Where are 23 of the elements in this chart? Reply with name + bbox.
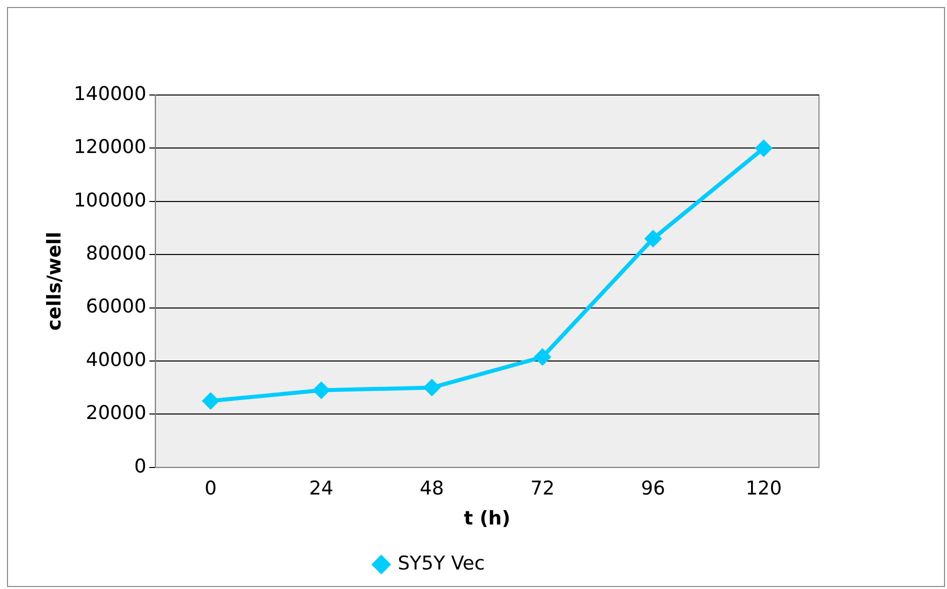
x-tick-label: 24	[309, 478, 334, 500]
y-tick-label: 140000	[74, 82, 146, 105]
point	[756, 140, 772, 156]
y-axis-title: cells/well	[43, 232, 66, 331]
x-tick-label: 72	[530, 478, 555, 500]
x-axis-title: t (h)	[464, 508, 510, 530]
y-tick-label: 80000	[86, 242, 146, 265]
x-tick-label: 120	[746, 478, 782, 500]
y-tick-label: 0	[134, 455, 146, 478]
legend-label: SY5Y Vec	[398, 552, 485, 574]
x-tick-label: 48	[420, 478, 444, 500]
y-tick-label: 20000	[86, 402, 146, 424]
point	[424, 380, 440, 396]
y-tick-label: 120000	[74, 136, 146, 158]
y-tick-label: 40000	[86, 348, 146, 371]
point	[313, 382, 330, 398]
y-tick-label: 100000	[74, 189, 146, 212]
point	[202, 392, 219, 409]
x-tick-label: 0	[204, 478, 217, 500]
y-tick-label: 60000	[86, 296, 146, 318]
point	[534, 349, 550, 366]
point	[645, 230, 662, 247]
x-tick-label: 96	[640, 478, 666, 500]
